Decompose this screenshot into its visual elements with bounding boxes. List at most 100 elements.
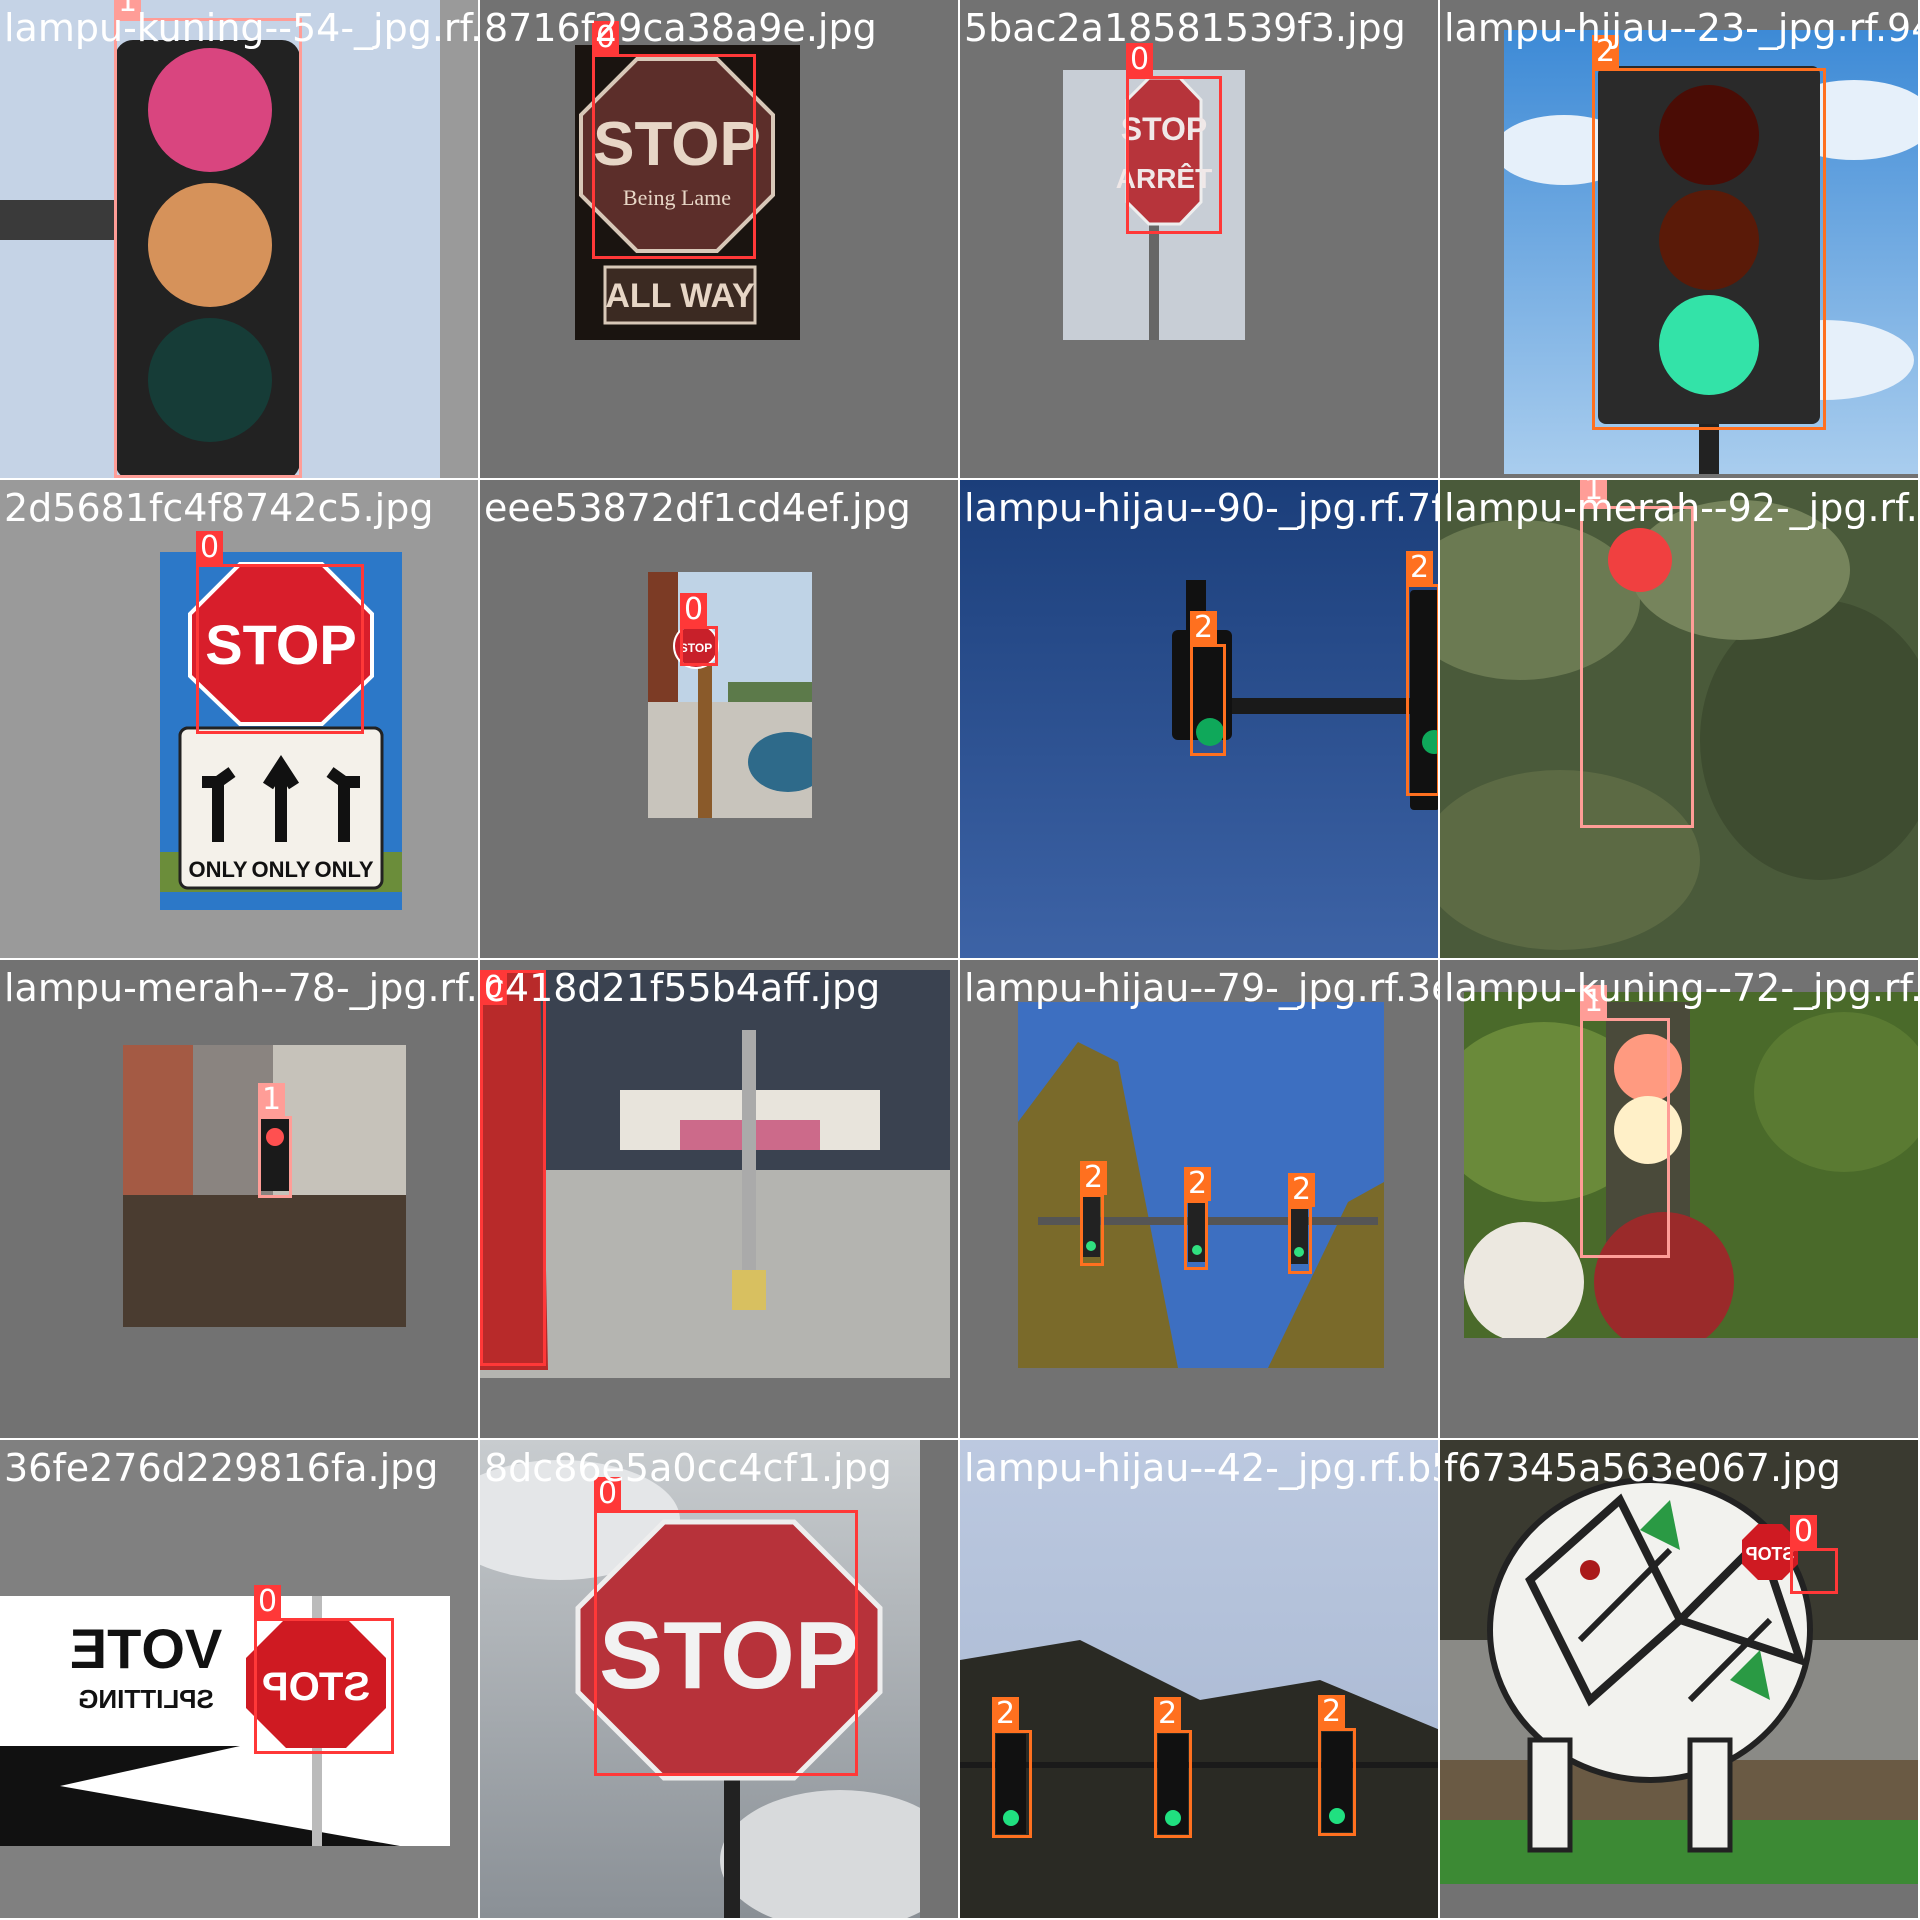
- tile-photo: STOP: [1440, 1440, 1918, 1884]
- tile-photo: [1504, 30, 1918, 474]
- sign-subtext: ONLY: [188, 857, 247, 882]
- detection-box[interactable]: 2: [1190, 611, 1226, 756]
- detection-box[interactable]: 2: [1406, 551, 1438, 796]
- stop-text: STOP: [262, 1665, 370, 1709]
- detection-box[interactable]: 2: [1184, 1167, 1212, 1270]
- image-tile[interactable]: c418d21f55b4aff.jpg 0: [480, 960, 960, 1440]
- tile-padding: [440, 0, 478, 478]
- detection-box[interactable]: 0: [480, 970, 546, 1366]
- detection-box[interactable]: 0: [254, 1585, 394, 1754]
- tile-photo: [480, 970, 950, 1378]
- image-tile[interactable]: lampu-merah--92-_jpg.rf.39b 1: [1440, 480, 1920, 960]
- image-tile[interactable]: STOP f67345a563e067.jpg 0: [1440, 1440, 1920, 1920]
- detection-box[interactable]: 2: [1288, 1173, 1316, 1274]
- tile-photo: STOP Being Lame ALL WAY: [575, 45, 800, 340]
- detection-label: 0: [1126, 43, 1154, 77]
- detection-box[interactable]: 1: [114, 0, 302, 478]
- detection-label: 2: [1592, 35, 1620, 69]
- sign-subtext: SPLITTING: [78, 1684, 214, 1714]
- detection-box[interactable]: 0: [592, 21, 756, 259]
- detection-label: 0: [480, 971, 508, 1005]
- tile-photo: STOP: [480, 1440, 920, 1918]
- detection-label: 0: [592, 21, 620, 55]
- tile-photo: [0, 0, 440, 478]
- image-tile[interactable]: lampu-kuning--72-_jpg.rf.61b 1: [1440, 960, 1920, 1440]
- image-tile[interactable]: STOP 8dc86e5a0cc4cf1.jpg 0: [480, 1440, 960, 1920]
- tile-photo: [960, 1440, 1438, 1918]
- detection-box[interactable]: 0: [680, 593, 718, 666]
- tile-photo: [1464, 992, 1918, 1338]
- tile-photo: STOP ARRÊT: [1063, 70, 1245, 340]
- image-tile[interactable]: STOP eee53872df1cd4ef.jpg 0: [480, 480, 960, 960]
- image-tile[interactable]: STOP Being Lame ALL WAY 8716f29ca38a9e.j…: [480, 0, 960, 480]
- tile-photo: VOTE SPLITTING STOP: [0, 1596, 450, 1846]
- tile-filename: 2d5681fc4f8742c5.jpg: [4, 486, 434, 530]
- tile-filename: c418d21f55b4aff.jpg: [484, 966, 881, 1010]
- detection-label: 1: [114, 0, 142, 19]
- image-tile[interactable]: lampu-hijau--90-_jpg.rf.7f9a3f48fee2b58 …: [960, 480, 1440, 960]
- detection-label: 2: [1190, 611, 1218, 645]
- tile-filename: 8dc86e5a0cc4cf1.jpg: [484, 1446, 892, 1490]
- detection-box[interactable]: 1: [1580, 985, 1670, 1258]
- detection-label: 2: [1154, 1697, 1182, 1731]
- tile-filename: lampu-kuning--72-_jpg.rf.61b: [1444, 966, 1918, 1010]
- sign-subtext: ALL WAY: [605, 277, 755, 315]
- tile-filename: lampu-hijau--79-_jpg.rf.3e8c8: [964, 966, 1438, 1010]
- detection-label: 2: [992, 1697, 1020, 1731]
- detection-box[interactable]: 0: [196, 531, 364, 734]
- tile-photo: [960, 480, 1438, 958]
- tile-filename: 36fe276d229816fa.jpg: [4, 1446, 439, 1490]
- stop-text: STOP: [593, 110, 761, 179]
- tile-filename: lampu-kuning--54-_jpg.rf.498715572ee1954…: [4, 6, 478, 50]
- tile-filename: lampu-merah--78-_jpg.rf.4e0c4: [4, 966, 478, 1010]
- detection-box[interactable]: 0: [594, 1477, 858, 1776]
- tile-filename: lampu-hijau--23-_jpg.rf.94f54: [1444, 6, 1918, 50]
- detection-box[interactable]: 2: [1318, 1695, 1356, 1836]
- image-tile[interactable]: lampu-hijau--42-_jpg.rf.b5b1d6 2 2 2: [960, 1440, 1440, 1920]
- stop-text: STOP: [1121, 111, 1208, 147]
- detection-label: 2: [1288, 1173, 1316, 1207]
- sign-subtext: ONLY: [314, 857, 373, 882]
- image-tile[interactable]: lampu-merah--78-_jpg.rf.4e0c4 1: [0, 960, 480, 1440]
- tile-filename: lampu-hijau--42-_jpg.rf.b5b1d6: [964, 1446, 1438, 1490]
- image-tile[interactable]: lampu-hijau--23-_jpg.rf.94f54 2: [1440, 0, 1920, 480]
- tile-filename: 8716f29ca38a9e.jpg: [484, 6, 877, 50]
- detection-label: 0: [1790, 1515, 1818, 1549]
- detection-label: 1: [1580, 480, 1608, 507]
- detection-box[interactable]: 2: [1080, 1161, 1108, 1266]
- detection-label: 0: [254, 1585, 282, 1619]
- image-tile[interactable]: VOTE SPLITTING STOP 36fe276d229816fa.jpg…: [0, 1440, 480, 1920]
- sign-subtext: Being Lame: [623, 185, 731, 210]
- image-tile[interactable]: lampu-hijau--79-_jpg.rf.3e8c8 2 2 2: [960, 960, 1440, 1440]
- detection-label: 1: [1580, 985, 1608, 1019]
- stop-text: STOP: [205, 613, 356, 676]
- tile-filename: lampu-hijau--90-_jpg.rf.7f9a3f48fee2b58: [964, 486, 1438, 530]
- detection-label: 2: [1318, 1695, 1346, 1729]
- detection-box[interactable]: 0: [1126, 43, 1222, 234]
- tile-filename: lampu-merah--92-_jpg.rf.39b: [1444, 486, 1918, 530]
- tile-photo: [1440, 480, 1918, 958]
- detection-box[interactable]: 2: [1592, 35, 1826, 430]
- detection-label: 0: [196, 531, 224, 565]
- detection-label: 1: [258, 1083, 286, 1117]
- tile-filename: f67345a563e067.jpg: [1444, 1446, 1841, 1490]
- sign-subtext: ARRÊT: [1116, 163, 1212, 194]
- detection-box[interactable]: 1: [258, 1083, 292, 1198]
- stop-text: STOP: [1746, 1544, 1795, 1564]
- detection-label: 2: [1184, 1167, 1212, 1201]
- detection-label: 2: [1080, 1161, 1108, 1195]
- detection-label: 2: [1406, 551, 1434, 585]
- detection-label: 0: [594, 1477, 622, 1511]
- detection-box[interactable]: 2: [992, 1697, 1032, 1838]
- detection-box[interactable]: 0: [1790, 1515, 1838, 1594]
- tile-filename: 5bac2a18581539f3.jpg: [964, 6, 1406, 50]
- image-tile[interactable]: STOP ONLY ONLY ONLY 2d5681fc4f8742c5.jpg…: [0, 480, 480, 960]
- detection-box[interactable]: 2: [1154, 1697, 1192, 1838]
- image-tile[interactable]: STOP ARRÊT 5bac2a18581539f3.jpg 0: [960, 0, 1440, 480]
- sign-subtext: VOTE: [70, 1617, 222, 1680]
- detection-label: 0: [680, 593, 708, 627]
- detection-box[interactable]: 1: [1580, 480, 1694, 828]
- tile-photo: [1018, 1002, 1384, 1368]
- image-tile[interactable]: lampu-kuning--54-_jpg.rf.498715572ee1954…: [0, 0, 480, 480]
